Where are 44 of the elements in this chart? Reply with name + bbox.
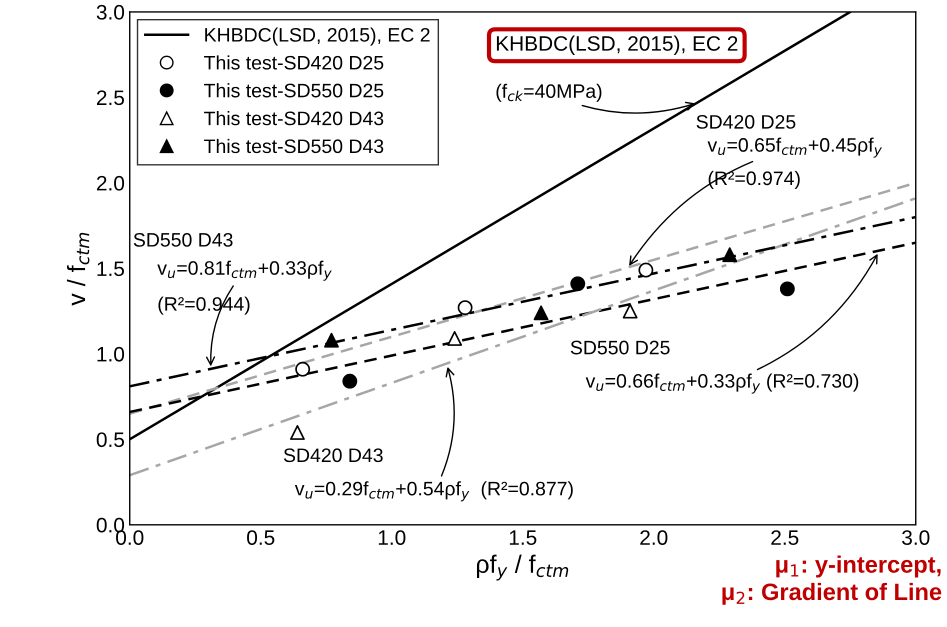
point	[534, 305, 549, 320]
y-tick-label: 0.5	[96, 432, 124, 448]
point	[342, 374, 358, 389]
x-tick-label: 2.5	[771, 530, 798, 545]
annotation: KHBDC(LSD, 2015), EC 2	[496, 36, 738, 55]
annotation: v$_{u}$=0.66f$_{ctm}$+0.33ρf$_{y}$ (R²=0.730)	[586, 374, 858, 394]
x-tick-label: 1.5	[510, 530, 536, 545]
point	[324, 332, 339, 348]
annotation: SD550 D25	[570, 340, 670, 354]
point	[638, 262, 654, 278]
y-tick-label: 3.0	[96, 4, 124, 20]
annotation: SD550 D43	[134, 232, 233, 247]
y-tick-label: 2.5	[96, 90, 124, 106]
point	[570, 276, 586, 292]
y-tick-label: 1.0	[98, 346, 124, 362]
point	[295, 362, 310, 377]
x-tick-label: 0.0	[116, 530, 144, 545]
text: μ$_{1}$: y-intercept, μ$_{2}$: Gradient of Line	[722, 555, 942, 605]
point	[458, 300, 473, 316]
x-tick-label: 2.0	[640, 530, 668, 545]
annotation: SD420 D25	[696, 115, 796, 129]
legend-label: This test-SD550 D43	[204, 138, 384, 154]
x-tick-label: 0.5	[247, 530, 274, 545]
point	[722, 247, 738, 262]
y-tick-label: 0.0	[96, 518, 124, 533]
annotation: v$_{u}$=0.65f$_{ctm}$+0.45ρf$_{y}$	[708, 138, 882, 158]
annotation: v$_{u}$=0.29f$_{ctm}$+0.54ρf$_{y}$ (R²=0.877)	[294, 481, 573, 502]
x-axis-title: ρf$_{y}$ / f$_{ctm}$	[476, 554, 568, 580]
point	[447, 331, 462, 346]
y-axis-title: v / f$_{ctm}$	[66, 232, 90, 306]
point	[290, 425, 305, 440]
legend-label: This test-SD420 D43	[204, 111, 384, 126]
annotation: v$_{u}$=0.81f$_{ctm}$+0.33ρf$_{y}$	[157, 260, 332, 281]
point	[622, 304, 638, 319]
x-tick-label: 1.0	[378, 530, 406, 545]
x-tick-label: 3.0	[902, 530, 930, 545]
y-tick-label: 2.0	[96, 176, 124, 191]
legend-label: This test-SD550 D25	[204, 83, 384, 98]
annotation: (f$_{ck}$=40MPa)	[496, 84, 602, 102]
legend-label: KHBDC(LSD, 2015), EC 2	[205, 27, 430, 46]
point	[780, 281, 795, 296]
annotation: SD420 D43	[284, 448, 383, 462]
y-tick-label: 1.5	[98, 262, 124, 276]
legend-label: This test-SD420 D25	[204, 55, 384, 70]
